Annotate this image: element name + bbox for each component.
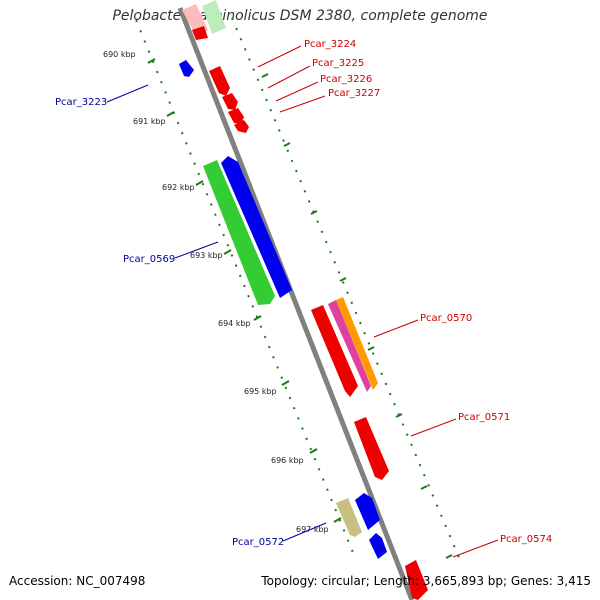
red-leader-lines <box>257 45 499 558</box>
topology-text: Topology: circular; Length: 3,665,893 bp… <box>261 574 591 588</box>
gene-pcar-0574 <box>405 560 428 600</box>
tick-label-693: 693 kbp <box>190 251 223 260</box>
label-pcar-3225[interactable]: Pcar_3225 <box>312 58 364 69</box>
gene-lightgreen-top <box>202 0 226 34</box>
tick-label-696: 696 kbp <box>271 456 304 465</box>
label-pcar-0574[interactable]: Pcar_0574 <box>500 534 552 545</box>
gene-orange <box>336 297 378 390</box>
gene-blue-0572b <box>369 533 387 559</box>
left-tick-track <box>131 9 357 561</box>
label-pcar-3224[interactable]: Pcar_3224 <box>304 39 356 50</box>
label-pcar-0572[interactable]: Pcar_0572 <box>232 537 284 548</box>
gene-red-top <box>192 26 208 40</box>
tick-label-694: 694 kbp <box>218 319 251 328</box>
blue-leader-lines <box>106 84 327 542</box>
label-pcar-0569[interactable]: Pcar_0569 <box>123 254 175 265</box>
label-pcar-3227[interactable]: Pcar_3227 <box>328 88 380 99</box>
label-pcar-3223[interactable]: Pcar_3223 <box>55 97 107 108</box>
gene-pcar-3226 <box>228 108 244 124</box>
label-pcar-0571[interactable]: Pcar_0571 <box>458 412 510 423</box>
gene-blue-0572a <box>355 493 380 530</box>
gene-blue-long <box>221 156 292 298</box>
gene-pcar-3225 <box>222 93 238 110</box>
gene-magenta <box>328 300 371 392</box>
label-pcar-0570[interactable]: Pcar_0570 <box>420 313 472 324</box>
gene-pcar-0572 <box>336 498 362 537</box>
gene-pcar-0571 <box>354 417 389 480</box>
tick-label-697: 697 kbp <box>296 525 329 534</box>
gene-pcar-3223 <box>179 60 194 77</box>
tick-label-691: 691 kbp <box>133 117 166 126</box>
tick-label-695: 695 kbp <box>244 387 277 396</box>
gene-pcar-0569 <box>203 160 275 305</box>
gene-pcar-3227 <box>234 120 249 133</box>
gene-pcar-0570 <box>311 305 358 397</box>
right-major-ticks <box>261 73 453 559</box>
tick-label-690: 690 kbp <box>103 50 136 59</box>
accession-text: Accession: NC_007498 <box>9 574 146 588</box>
gene-pcar-3224 <box>209 66 230 96</box>
tick-label-692: 692 kbp <box>162 183 195 192</box>
genome-backbone <box>177 7 415 600</box>
label-pcar-3226[interactable]: Pcar_3226 <box>320 74 372 85</box>
left-major-ticks <box>147 58 342 523</box>
